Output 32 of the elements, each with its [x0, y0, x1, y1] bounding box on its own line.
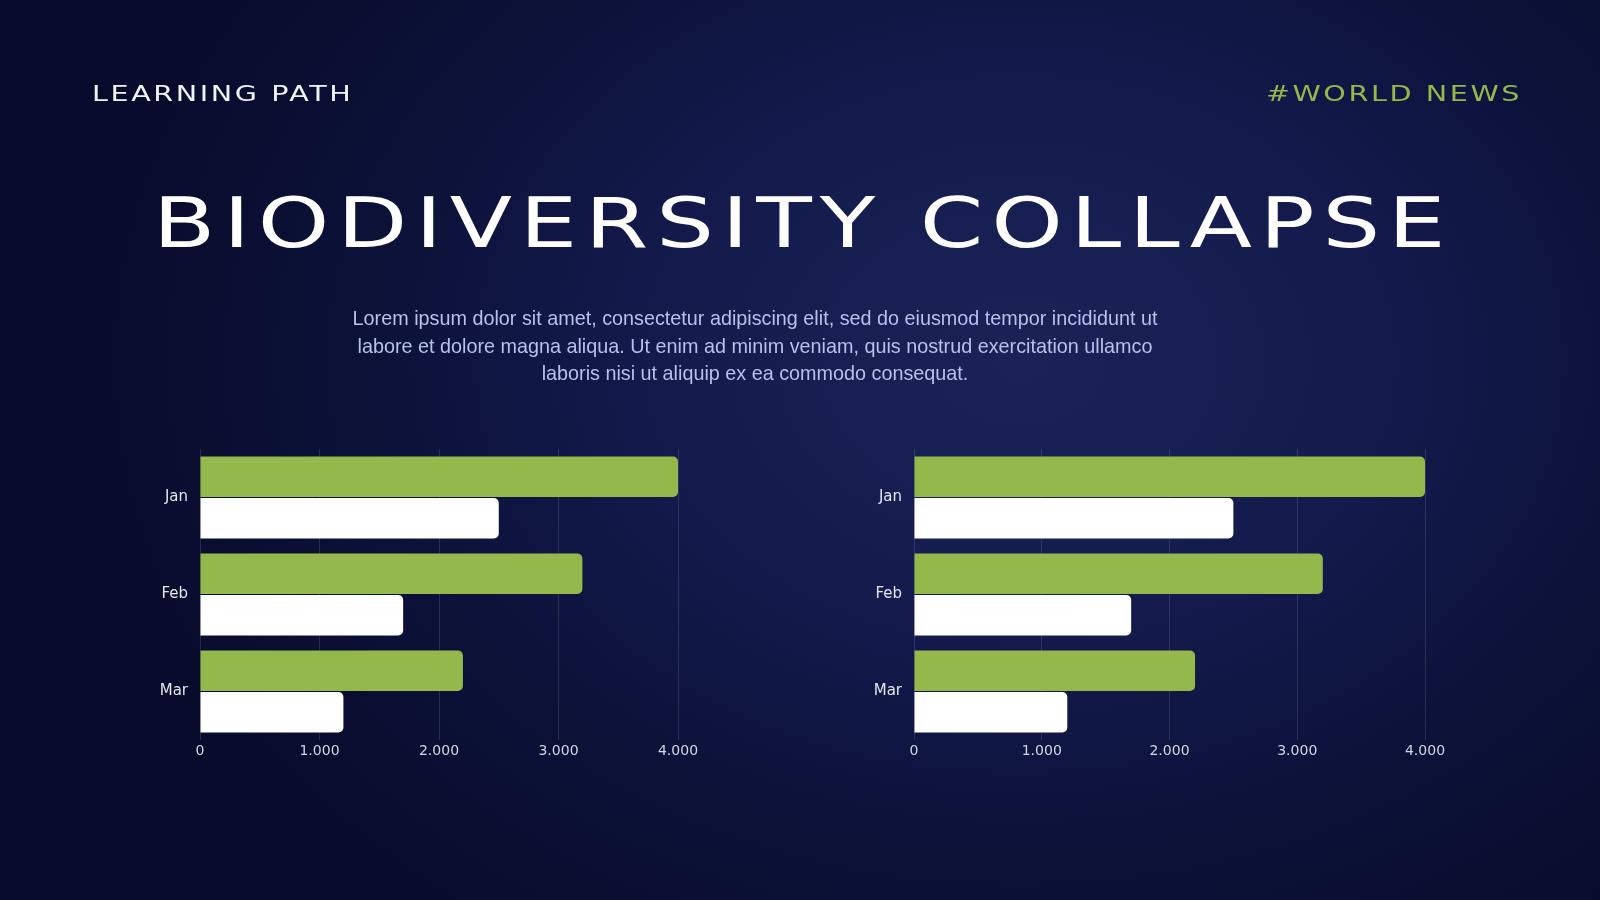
- x-tick-label: 4.000: [1404, 742, 1446, 759]
- bar: [200, 553, 583, 594]
- bar: [914, 650, 1196, 691]
- bar: [200, 498, 499, 539]
- text: Lorem ipsum dolor sit amet, consectetur adipiscing elit, sed do eiusmod tempor incididunt ut labore et dolore magna aliqua. Ut enim ad minim veniam, quis nostrud exercitation ullamco laboris nisi ut aliquip ex ea commodo consequat.: [351, 306, 1159, 386]
- y-tick-label: Jan: [877, 487, 902, 506]
- y-tick-label: Feb: [161, 584, 188, 603]
- x-tick-label: 4.000: [657, 742, 699, 759]
- text: #WORLD NEWS: [1265, 81, 1522, 106]
- x-tick-label: 1.000: [299, 742, 340, 759]
- text: LEARNING PATH: [92, 81, 354, 106]
- bar: [914, 456, 1425, 497]
- x-tick-label: 2.000: [1149, 742, 1190, 759]
- bar: [914, 553, 1323, 594]
- y-tick-label: Jan: [163, 487, 188, 506]
- y-tick-label: Mar: [873, 681, 903, 700]
- bar: [200, 692, 344, 733]
- bar: [914, 595, 1132, 636]
- bar: [914, 498, 1234, 539]
- x-tick-label: 3.000: [1277, 742, 1318, 759]
- x-tick-label: 0: [195, 742, 205, 759]
- bar: [200, 456, 678, 497]
- x-tick-label: 1.000: [1021, 742, 1062, 759]
- x-tick-label: 3.000: [538, 742, 579, 759]
- y-tick-label: Feb: [875, 584, 902, 603]
- bar: [914, 692, 1068, 733]
- x-tick-label: 0: [909, 742, 919, 759]
- bar: [200, 595, 404, 636]
- x-tick-label: 2.000: [418, 742, 460, 759]
- bar: [200, 650, 463, 691]
- y-tick-label: Mar: [159, 681, 189, 700]
- chart-title: BIODIVERSITY COLLAPSE: [152, 182, 1454, 264]
